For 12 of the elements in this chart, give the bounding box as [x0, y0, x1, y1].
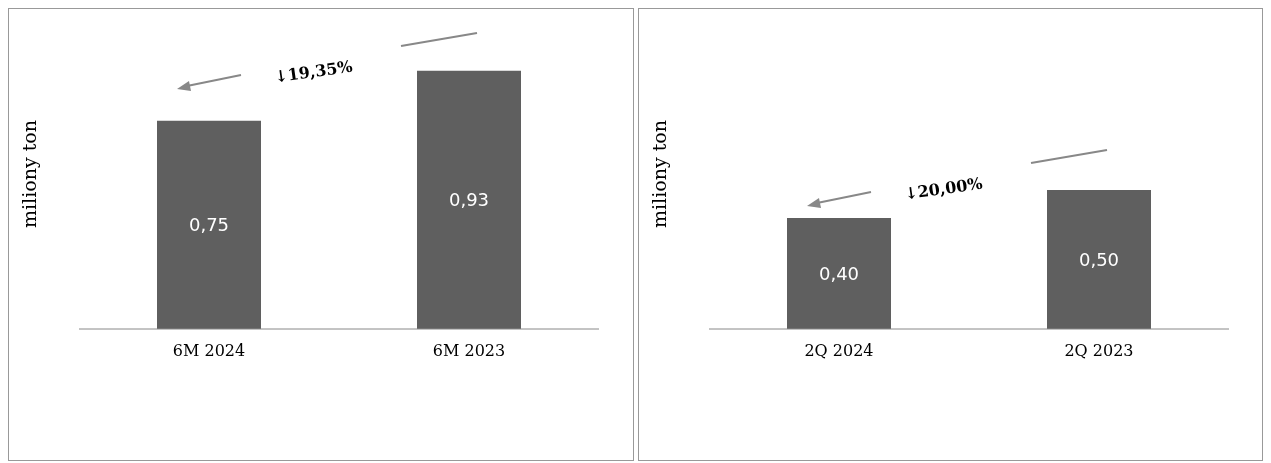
y-axis-title: miliony ton [647, 119, 670, 229]
annotation: ↓19,35% [273, 56, 354, 87]
x-tick-label: 2Q 2024 [803, 341, 874, 361]
x-tick-label: 6M 2023 [432, 341, 506, 361]
x-tick-label: 6M 2024 [172, 341, 246, 361]
data-label: 0,40 [818, 262, 859, 284]
data-label: 0,93 [448, 189, 490, 211]
data-label: 0,50 [1078, 249, 1119, 271]
annotation: ↓20,00% [902, 173, 984, 204]
data-label: 0,75 [188, 214, 230, 236]
x-tick-label: 2Q 2023 [1063, 341, 1134, 361]
y-axis-title: miliony ton [17, 119, 40, 229]
